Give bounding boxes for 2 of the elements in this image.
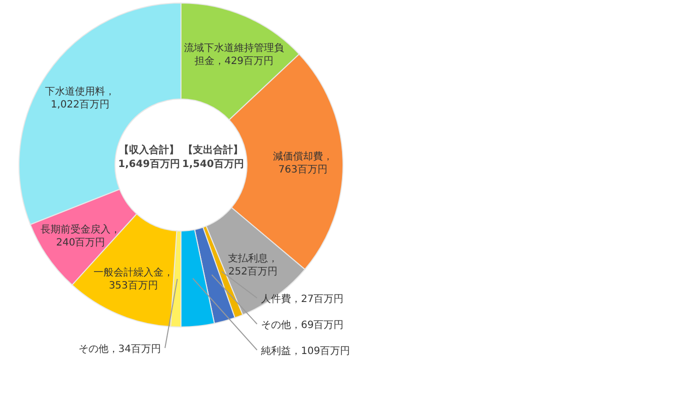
annotation: 【収入合計】 1,649百万円 (118, 145, 180, 170)
annotation: 【支出合計】 1,540百万円 (182, 145, 244, 170)
